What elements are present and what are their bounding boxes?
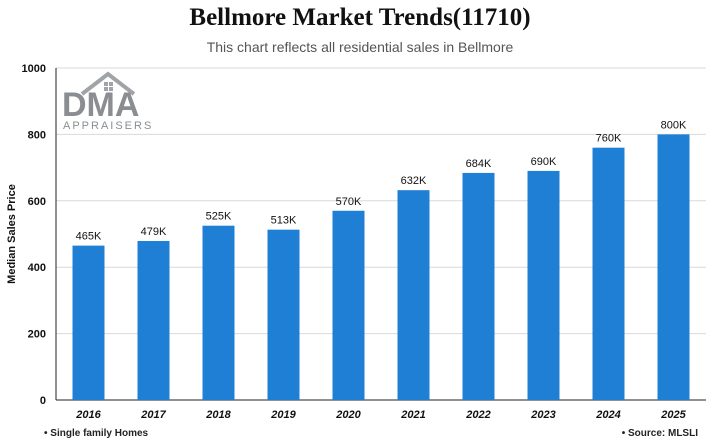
bar bbox=[137, 240, 170, 400]
chart-title: Bellmore Market Trends(11710) bbox=[189, 4, 531, 31]
bar bbox=[72, 245, 105, 400]
x-tick-label: 2016 bbox=[75, 409, 101, 421]
bar bbox=[592, 147, 625, 400]
y-tick-label: 1000 bbox=[22, 63, 46, 75]
x-tick-label: 2025 bbox=[660, 409, 686, 421]
data-label: 684K bbox=[466, 158, 492, 170]
bar bbox=[397, 190, 430, 400]
x-tick-label: 2017 bbox=[140, 409, 166, 421]
data-label: 690K bbox=[531, 156, 557, 168]
y-tick-label: 0 bbox=[40, 395, 46, 407]
x-tick-label: 2018 bbox=[205, 409, 231, 421]
company-logo: DMA APPRAISERS bbox=[60, 70, 160, 136]
house-icon bbox=[80, 71, 136, 96]
x-tick-label: 2021 bbox=[400, 409, 425, 421]
y-tick-label: 400 bbox=[28, 262, 46, 274]
bar bbox=[332, 210, 365, 400]
data-label: 513K bbox=[271, 215, 297, 227]
data-label: 525K bbox=[206, 211, 232, 223]
x-tick-label: 2024 bbox=[595, 409, 620, 421]
bar bbox=[657, 134, 690, 400]
y-axis-title: Median Sales Price bbox=[6, 184, 18, 284]
x-tick-label: 2020 bbox=[335, 409, 361, 421]
bar bbox=[267, 229, 300, 400]
bar bbox=[527, 170, 560, 400]
x-tick-label: 2023 bbox=[530, 409, 555, 421]
data-label: 800K bbox=[661, 119, 687, 131]
x-tick-label: 2022 bbox=[465, 409, 490, 421]
y-tick-label: 200 bbox=[28, 329, 46, 341]
data-label: 479K bbox=[141, 226, 167, 238]
x-tick-label: 2019 bbox=[270, 409, 296, 421]
data-label: 465K bbox=[76, 231, 102, 243]
footer-note: • Single family Homes bbox=[44, 428, 149, 439]
logo-main-text: DMA bbox=[62, 86, 140, 124]
data-label: 570K bbox=[336, 196, 362, 208]
bar bbox=[202, 225, 235, 400]
chart-subtitle: This chart reflects all residential sale… bbox=[206, 39, 514, 55]
data-label: 632K bbox=[401, 175, 427, 187]
y-tick-label: 600 bbox=[28, 196, 46, 208]
footer-source: • Source: MLSLI bbox=[621, 428, 698, 439]
logo-sub-text: APPRAISERS bbox=[63, 120, 154, 132]
data-label: 760K bbox=[596, 133, 622, 145]
bar bbox=[462, 172, 495, 400]
y-tick-label: 800 bbox=[28, 129, 46, 141]
